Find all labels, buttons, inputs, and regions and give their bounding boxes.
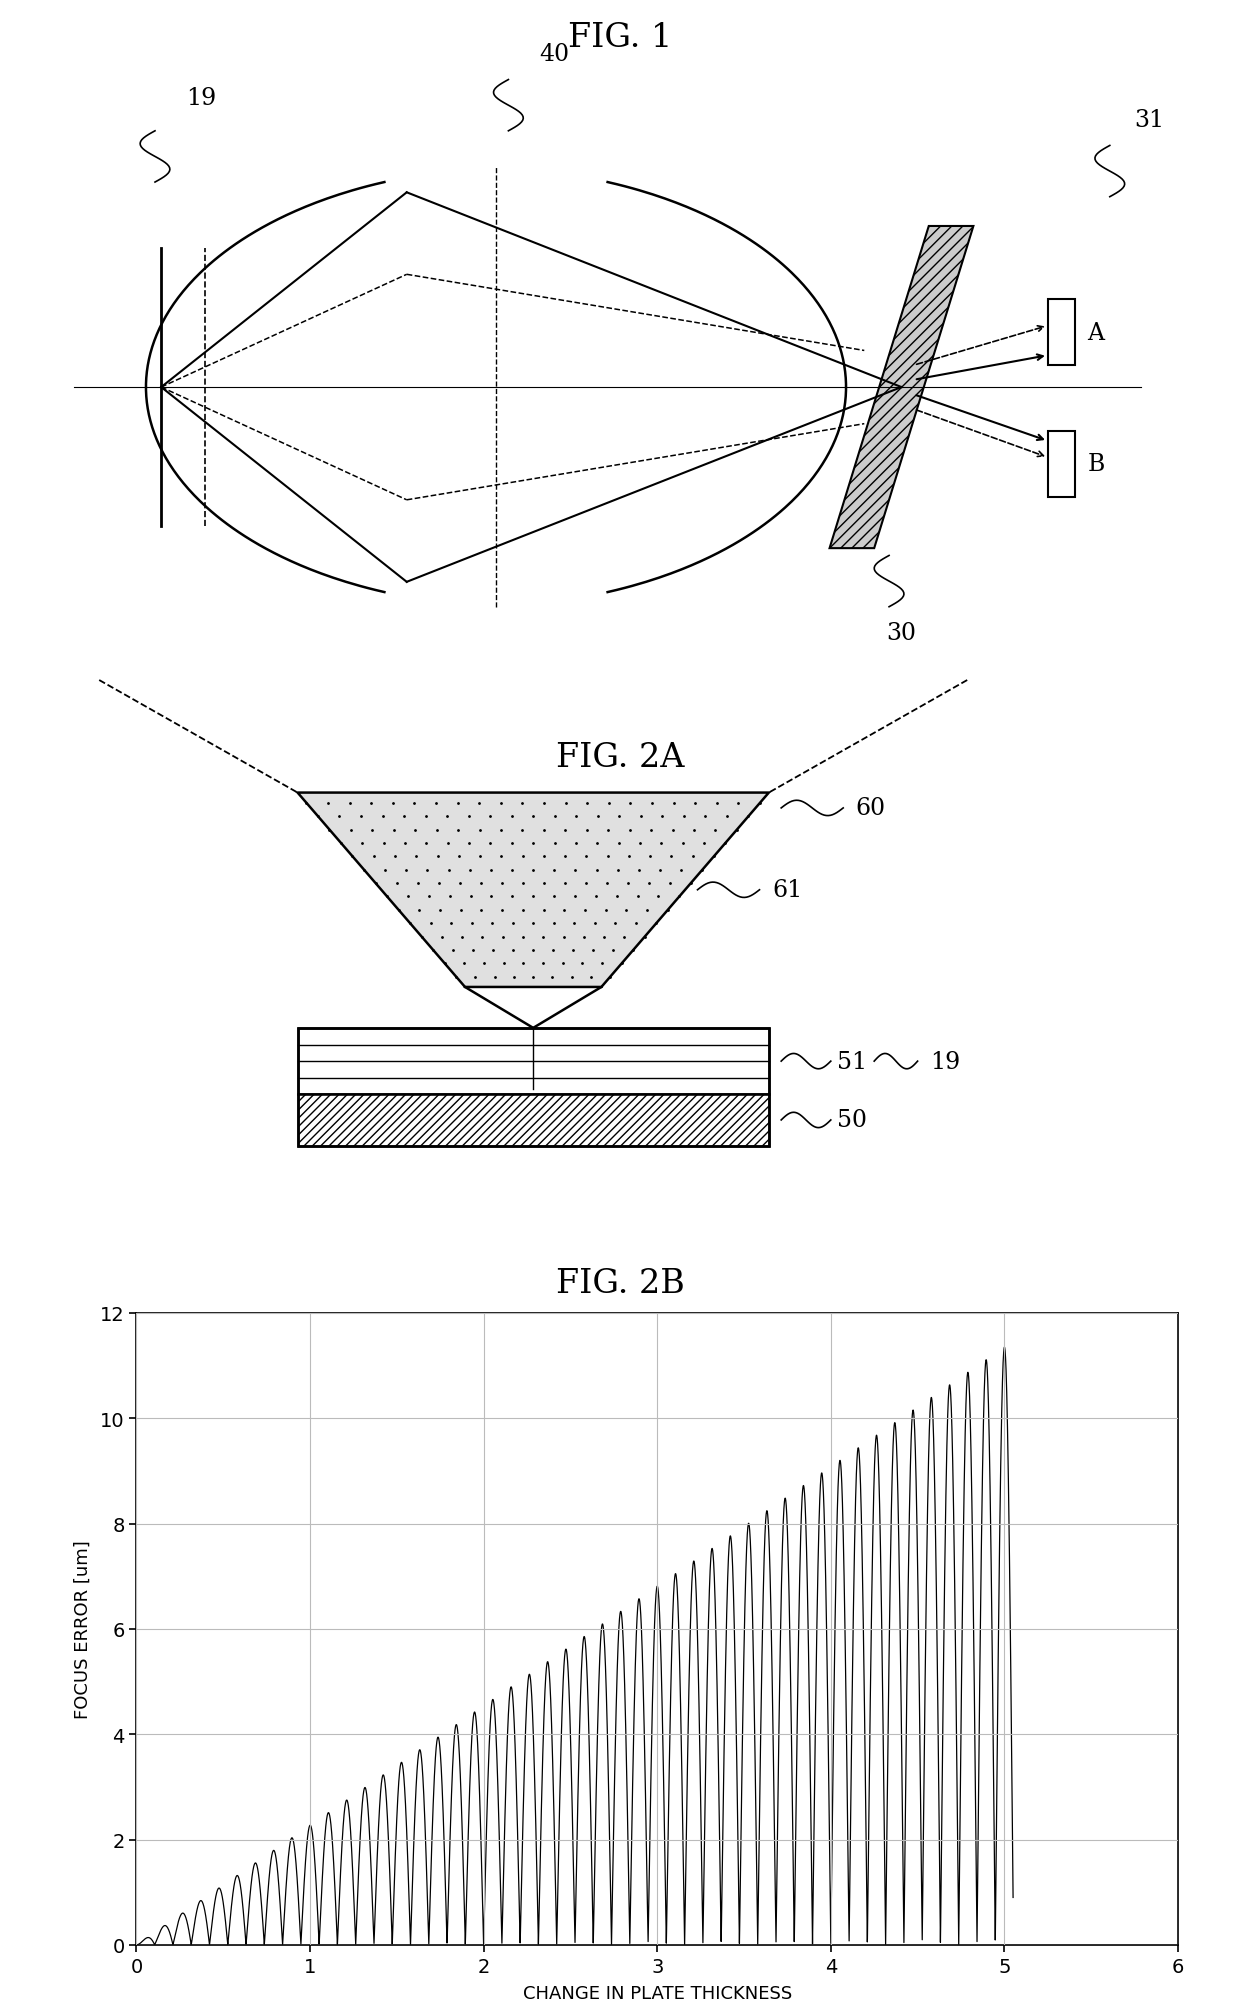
Polygon shape	[298, 794, 769, 986]
Y-axis label: FOCUS ERROR [um]: FOCUS ERROR [um]	[73, 1540, 92, 1718]
Bar	[1048, 431, 1075, 497]
Text: A: A	[1087, 321, 1105, 345]
Text: 19: 19	[930, 1051, 960, 1073]
Text: 50: 50	[837, 1109, 867, 1133]
Text: 31: 31	[1135, 108, 1164, 132]
Text: 60: 60	[856, 798, 885, 820]
Text: 19: 19	[186, 86, 216, 110]
Polygon shape	[830, 227, 973, 549]
Text: 51: 51	[837, 1051, 867, 1073]
Bar	[298, 1029, 769, 1095]
Text: B: B	[1087, 453, 1105, 477]
Text: 30: 30	[887, 622, 916, 646]
Text: FIG. 2A: FIG. 2A	[556, 742, 684, 774]
Bar	[298, 1029, 769, 1147]
Text: 61: 61	[771, 878, 802, 902]
Text: 40: 40	[539, 42, 569, 66]
Text: FIG. 2B: FIG. 2B	[556, 1267, 684, 1299]
X-axis label: CHANGE IN PLATE THICKNESS
(ACTUAL PLATE THICKNESS/REFRACTIVE INDEX) [um]: CHANGE IN PLATE THICKNESS (ACTUAL PLATE …	[417, 1985, 898, 2005]
Bar	[298, 1095, 769, 1147]
Text: FIG. 1: FIG. 1	[568, 22, 672, 54]
Bar	[1048, 301, 1075, 365]
